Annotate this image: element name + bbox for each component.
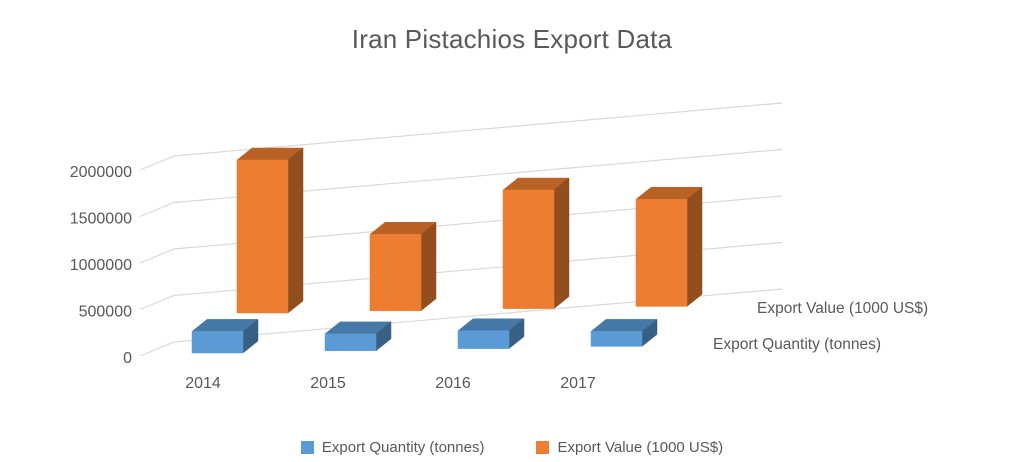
bar-2017-export-value-1000-us [635, 186, 703, 307]
x-axis-tick-label: 2017 [560, 375, 596, 392]
bar-2014-export-value-1000-us [236, 147, 304, 314]
series-axis-label-export-value-1000-us: Export Value (1000 US$) [757, 300, 928, 317]
bar-2016-export-value-1000-us [502, 177, 570, 310]
gridline [139, 148, 783, 218]
y-axis-tick-label: 500000 [79, 304, 132, 321]
x-axis-tick-label: 2015 [310, 375, 346, 392]
bar-front-face [236, 159, 289, 314]
bar-front-face [635, 199, 688, 307]
bar-front-face [324, 333, 377, 352]
y-axis-tick-label: 0 [123, 350, 132, 367]
bar-side-face [287, 147, 304, 314]
bar-2016-export-quantity-tonnes [457, 318, 525, 350]
y-axis-tick-label: 1500000 [70, 211, 132, 228]
bar-front-face [457, 330, 510, 349]
bar-2015-export-quantity-tonnes [324, 321, 392, 352]
legend: Export Quantity (tonnes) Export Value (10… [0, 439, 1024, 456]
gridline [139, 241, 783, 311]
bar-front-face [502, 189, 555, 309]
bar-2014-export-quantity-tonnes [191, 318, 259, 354]
x-axis-tick-label: 2016 [435, 375, 471, 392]
y-axis-tick-label: 2000000 [70, 164, 132, 181]
legend-label: Export Quantity (tonnes) [321, 439, 485, 456]
series-axis-label-export-quantity-tonnes: Export Quantity (tonnes) [713, 336, 881, 353]
y-axis-tick-label: 1000000 [70, 257, 132, 274]
bar-front-face [369, 234, 422, 312]
legend-swatch-icon [300, 441, 314, 454]
x-axis-tick-label: 2014 [185, 375, 221, 392]
bar-2017-export-quantity-tonnes [590, 318, 658, 347]
bar-front-face [590, 331, 643, 347]
gridline [139, 102, 783, 171]
bar-2015-export-value-1000-us [369, 221, 437, 312]
legend-item-export-quantity-tonnes: Export Quantity (tonnes) [300, 439, 485, 456]
bar-front-face [191, 331, 244, 354]
bar-side-face [553, 177, 570, 310]
legend-item-export-value-1000-us: Export Value (1000 US$) [536, 439, 723, 456]
gridline [139, 195, 783, 264]
bar-side-face [686, 186, 703, 307]
bar-side-face [420, 221, 437, 312]
legend-swatch-icon [536, 441, 550, 454]
legend-label: Export Value (1000 US$) [557, 439, 724, 456]
gridline [139, 288, 783, 357]
chart-title: Iran Pistachios Export Data [351, 24, 673, 54]
